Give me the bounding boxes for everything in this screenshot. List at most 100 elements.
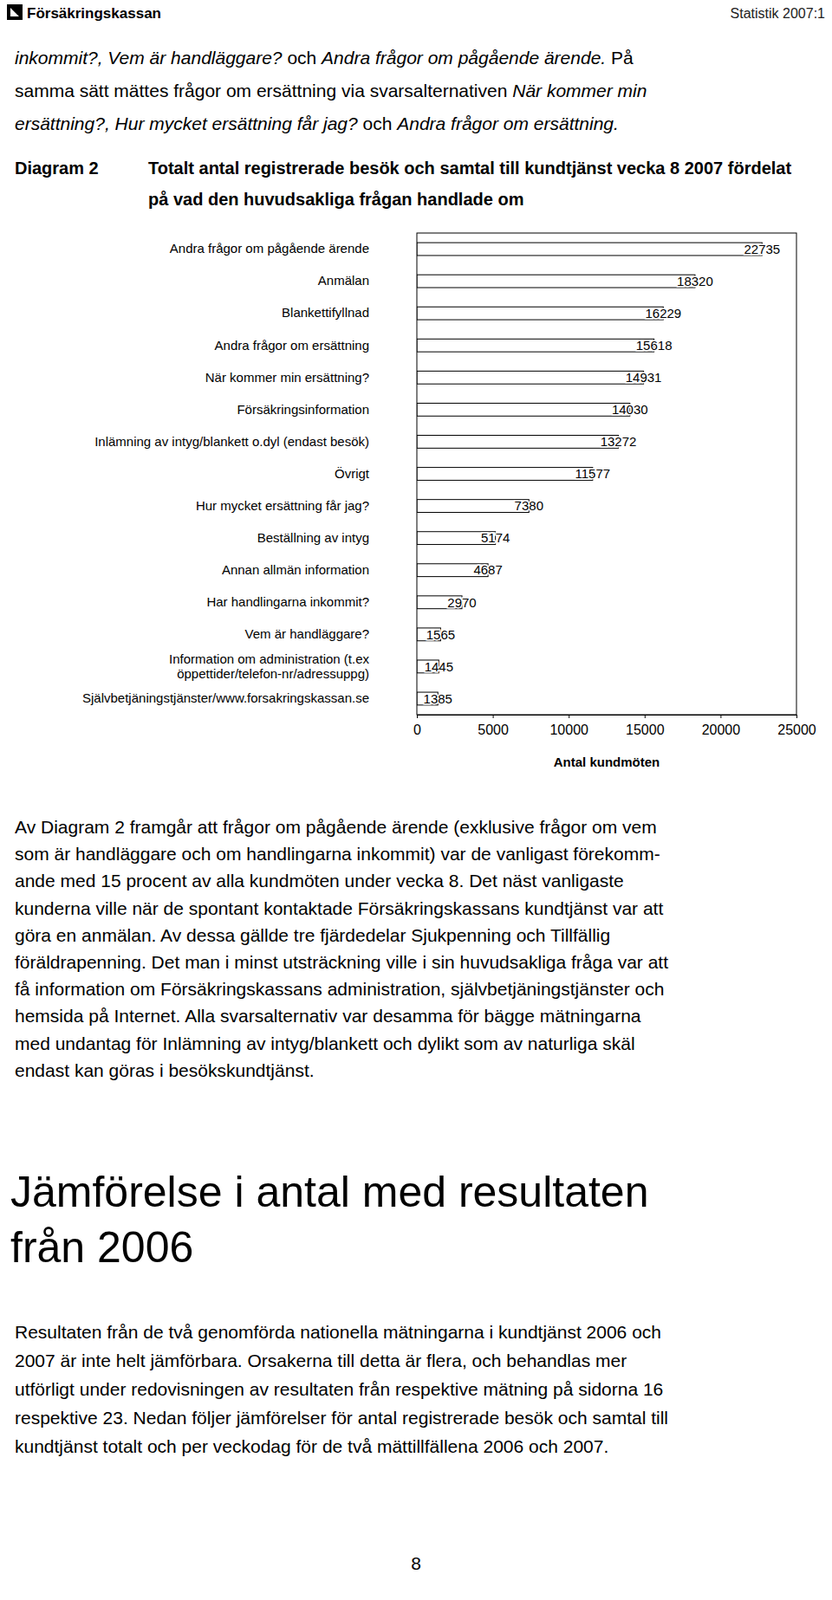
body2-line: 2007 är inte helt jämförbara. Orsakerna …: [14, 1351, 627, 1372]
data-label: 1385: [423, 691, 453, 707]
y-tick: Andra frågor om ersättning: [214, 338, 370, 353]
y-tick-label: När kommer min ersättning?: [205, 370, 370, 385]
body-line: med undantag för Inlämning av intyg/blan…: [14, 1033, 636, 1054]
body-line: föräldrapenning. Det man i minst utsträc…: [14, 952, 669, 973]
body2-line: utförligt under redovisningen av resulta…: [14, 1379, 663, 1400]
x-tick-mark: [568, 715, 570, 719]
y-tick: Försäkringsinformation: [236, 402, 370, 417]
data-label: 13272: [600, 434, 637, 449]
data-label: 7380: [514, 498, 544, 514]
intro-line: ersättning?, Hur mycket ersättning får j…: [14, 113, 619, 134]
bar: [416, 403, 631, 416]
data-label: 15618: [636, 338, 673, 353]
body-line: göra en anmälan. Av dessa gällde tre fjä…: [14, 925, 611, 946]
page: FörsäkringskassanStatistik 2007:1inkommi…: [0, 0, 832, 1600]
bar: [416, 500, 529, 514]
intro-segment: När kommer min: [512, 80, 647, 101]
header-series: Statistik 2007:1: [730, 6, 826, 21]
y-tick-label: Försäkringsinformation: [236, 402, 370, 417]
body-line: Av Diagram 2 framgår att frågor om pågåe…: [14, 817, 657, 838]
body-line: endast kan göras i besökskundtjänst.: [14, 1060, 315, 1081]
data-label: 2970: [447, 595, 476, 611]
x-tick-mark: [796, 715, 798, 719]
data-label: 14030: [611, 402, 649, 417]
y-tick: Inlämning av intyg/blankett o.dyl (endas…: [94, 434, 370, 449]
y-tick-label: Självbetjäningstjänster/www.forsakringsk…: [82, 690, 370, 706]
intro-line: samma sätt mättes frågor om ersättning v…: [14, 80, 647, 101]
page-number: 8: [410, 1553, 422, 1574]
bar: [416, 306, 663, 320]
data-label: 14931: [625, 370, 663, 385]
body2-line: Resultaten från de två genomförda nation…: [14, 1322, 662, 1343]
data-label: 16229: [644, 305, 682, 321]
heading-line: Jämförelse i antal med resultaten: [10, 1168, 649, 1217]
y-tick-label: Hur mycket ersättning får jag?: [195, 498, 370, 514]
y-tick-label: Information om administration (t.exöppet…: [169, 651, 370, 682]
y-tick: Hur mycket ersättning får jag?: [195, 498, 370, 514]
y-tick: Självbetjäningstjänster/www.forsakringsk…: [82, 690, 370, 706]
intro-segment: och: [282, 47, 323, 68]
chart-title: Totalt antal registrerade besök och samt…: [148, 158, 792, 209]
body-line: kunderna ville när de spontant kontaktad…: [14, 898, 663, 919]
intro-segment: Andra frågor om ersättning.: [395, 113, 619, 134]
chart-title-line: Totalt antal registrerade besök och samt…: [148, 158, 792, 178]
bar: [416, 468, 593, 481]
body-line: ande med 15 procent av alla kundmöten un…: [14, 871, 624, 891]
x-tick: 25000: [777, 715, 817, 738]
body2-line: respektive 23. Nedan följer jämförelser …: [14, 1408, 669, 1429]
intro-segment: Andra frågor om pågående ärende.: [319, 47, 606, 68]
x-tick: 15000: [625, 715, 665, 738]
x-tick: 0: [413, 715, 422, 738]
x-tick-mark: [416, 715, 418, 719]
y-tick-label: Vem är handläggare?: [245, 626, 370, 642]
x-axis-title: Antal kundmöten: [553, 754, 661, 770]
y-tick-label: Andra frågor om pågående ärende: [169, 240, 370, 256]
x-tick-mark: [720, 715, 722, 719]
data-label: 22735: [743, 241, 780, 257]
data-label: 5174: [481, 530, 510, 546]
y-tick-label: Andra frågor om ersättning: [214, 338, 370, 353]
intro-segment: På: [605, 47, 634, 68]
body-line: som är handläggare och om handlingarna i…: [14, 844, 661, 865]
y-tick-label: Övrigt: [334, 466, 371, 481]
body-line: hemsida på Internet. Alla svarsalternati…: [14, 1006, 642, 1027]
body-line: få information om Försäkringskassans adm…: [14, 979, 664, 1000]
bars: [416, 242, 762, 706]
y-tick: Anmälan: [318, 273, 370, 288]
x-tick: 20000: [702, 715, 741, 738]
intro-segment: och: [357, 113, 398, 134]
y-tick-label: Har handlingarna inkommit?: [206, 594, 370, 610]
x-tick-label: 25000: [777, 722, 817, 738]
intro-segment: inkommit?, Vem är handläggare?: [14, 47, 283, 68]
y-tick: Andra frågor om pågående ärende: [169, 240, 370, 256]
x-tick-label: 20000: [702, 722, 741, 738]
x-tick: 10000: [549, 715, 589, 738]
y-tick: Har handlingarna inkommit?: [206, 594, 370, 610]
y-tick-label: Inlämning av intyg/blankett o.dyl (endas…: [94, 434, 370, 449]
bar: [416, 338, 655, 352]
bar: [416, 435, 619, 449]
page-background: [0, 0, 832, 1600]
x-tick-label: 0: [413, 722, 422, 738]
x-tick-mark: [644, 715, 646, 719]
y-tick-label: Anmälan: [318, 273, 370, 288]
plot-frame: [416, 233, 797, 715]
y-tick-label-line: öppettider/telefon-nr/adressuppg): [176, 666, 370, 682]
bar: [416, 370, 644, 384]
intro-segment: ersättning?, Hur mycket ersättning får j…: [14, 113, 358, 134]
y-tick: Vem är handläggare?: [245, 626, 370, 642]
intro-segment: samma sätt mättes frågor om ersättning v…: [14, 80, 513, 101]
y-tick: Övrigt: [334, 466, 371, 481]
data-label: 4687: [473, 562, 502, 578]
y-tick: Beställning av intyg: [257, 530, 370, 546]
y-tick: Blankettifyllnad: [281, 305, 370, 320]
intro-line: inkommit?, Vem är handläggare? och Andra…: [14, 47, 634, 68]
data-label: 18320: [676, 273, 714, 289]
bar: [416, 242, 762, 256]
x-axis-line: [417, 715, 798, 720]
chart-title-line: på vad den huvudsakliga frågan handlade …: [148, 189, 524, 209]
x-tick-label: 10000: [549, 722, 589, 738]
y-tick: Information om administration (t.exöppet…: [169, 651, 370, 682]
y-tick-label-line: Information om administration (t.ex: [169, 651, 370, 667]
y-tick: Annan allmän information: [221, 562, 370, 578]
